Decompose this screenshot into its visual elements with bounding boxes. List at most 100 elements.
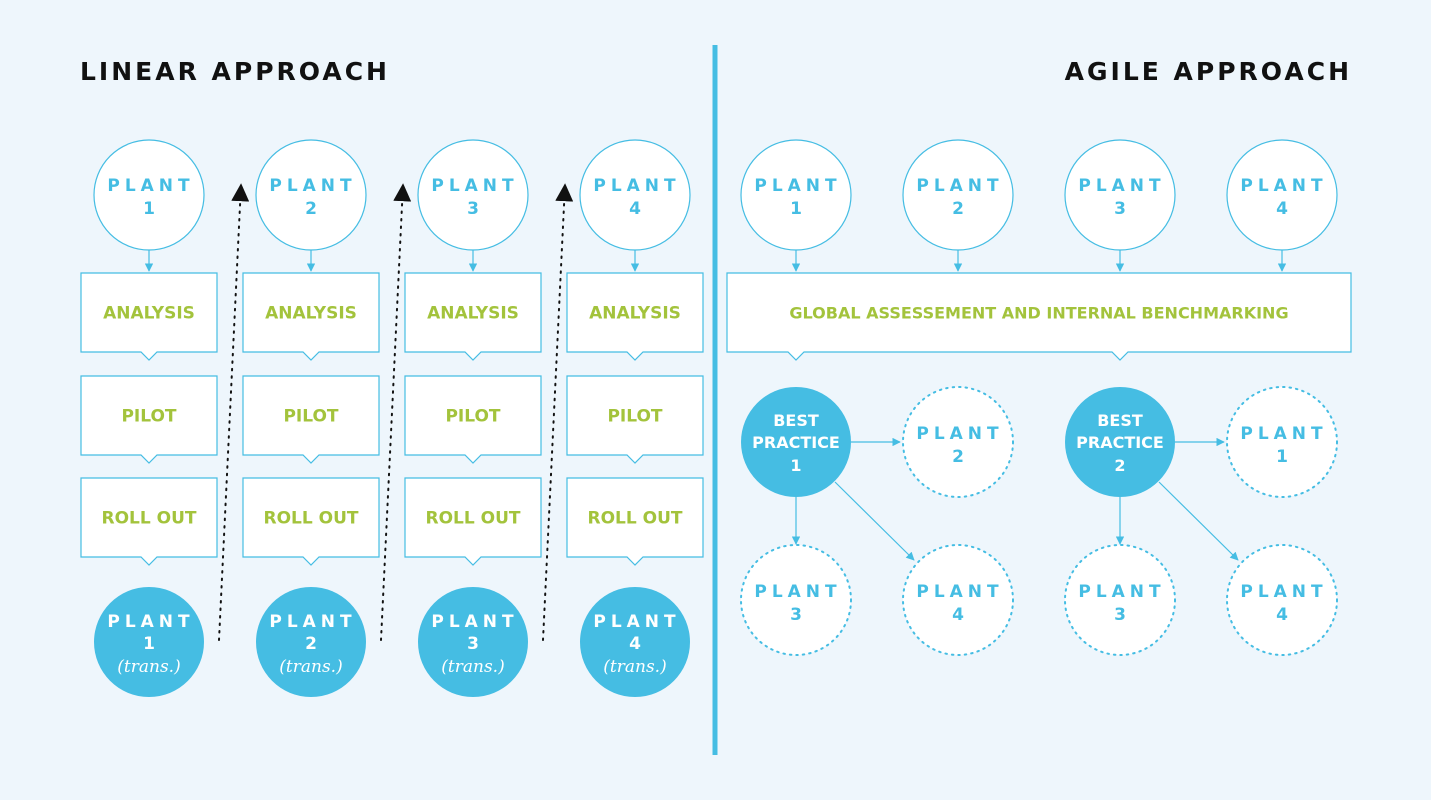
best-practice-cluster-1: BEST PRACTICE 1 PLANT 2 PLANT 3 PLANT 4 — [740, 386, 1014, 656]
plant-label: PLANT — [916, 424, 1003, 444]
next-plant-dotted-arrow — [380, 183, 412, 641]
agile-plant-3: PLANT 3 — [1064, 139, 1176, 272]
plant-number: 3 — [467, 634, 479, 654]
plant-number: 4 — [1276, 199, 1288, 219]
global-assessment-box — [726, 272, 1352, 361]
agile-plant-4: PLANT 4 — [1226, 139, 1338, 272]
pilot-label: PILOT — [283, 407, 338, 427]
next-plant-dotted-arrow — [218, 183, 250, 641]
roll-out-label: ROLL OUT — [588, 509, 683, 529]
plant-number: 1 — [1276, 447, 1288, 467]
transformed-plant-circle — [418, 587, 528, 697]
plant-number: 4 — [629, 199, 641, 219]
plant-label: PLANT — [916, 582, 1003, 602]
target-plant-circle — [902, 386, 1014, 498]
roll-out-label: ROLL OUT — [426, 509, 521, 529]
transformed-plant-circle — [256, 587, 366, 697]
plant-number: 1 — [143, 634, 155, 654]
best-practice-number: 2 — [1114, 456, 1125, 475]
plant-label: PLANT — [754, 582, 841, 602]
plant-label: PLANT — [269, 612, 356, 632]
target-plant-circle — [902, 544, 1014, 656]
target-plant-circle — [1226, 386, 1338, 498]
pilot-box — [242, 375, 380, 464]
best-practice-number: 1 — [790, 456, 801, 475]
transformed-plant-circle — [94, 587, 204, 697]
best-practice-line2: PRACTICE — [752, 433, 840, 452]
plant-number: 1 — [790, 199, 802, 219]
plant-label: PLANT — [593, 612, 680, 632]
pilot-box — [404, 375, 542, 464]
analysis-label: ANALYSIS — [427, 304, 519, 324]
plant-label: PLANT — [431, 176, 518, 196]
analysis-box — [80, 272, 218, 361]
plant-number: 3 — [467, 199, 479, 219]
plant-label: PLANT — [431, 612, 518, 632]
agile-approach-title: AGILE APPROACH — [1065, 57, 1352, 86]
roll-out-box — [80, 477, 218, 566]
best-practice-circle — [1065, 387, 1175, 497]
transformed-plant-circle — [580, 587, 690, 697]
target-plant-circle — [740, 544, 852, 656]
plant-label: PLANT — [916, 176, 1003, 196]
transfer-arrow — [1158, 481, 1239, 561]
roll-out-box — [404, 477, 542, 566]
analysis-label: ANALYSIS — [265, 304, 357, 324]
plant-number: 4 — [629, 634, 641, 654]
best-practice-circle — [741, 387, 851, 497]
pilot-box — [566, 375, 704, 464]
plant-label: PLANT — [1078, 582, 1165, 602]
transformed-label: (trans.) — [279, 657, 342, 677]
plant-number: 4 — [952, 605, 964, 625]
plant-label: PLANT — [269, 176, 356, 196]
roll-out-label: ROLL OUT — [264, 509, 359, 529]
plant-label: PLANT — [107, 176, 194, 196]
best-practice-line1: BEST — [773, 411, 819, 430]
plant-label: PLANT — [1240, 582, 1327, 602]
transformed-label: (trans.) — [117, 657, 180, 677]
plant-label: PLANT — [107, 612, 194, 632]
analysis-label: ANALYSIS — [103, 304, 195, 324]
plant-number: 2 — [952, 199, 964, 219]
best-practice-cluster-2: BEST PRACTICE 2 PLANT 1 PLANT 3 PLANT 4 — [1064, 386, 1338, 656]
pilot-label: PILOT — [445, 407, 500, 427]
roll-out-box — [566, 477, 704, 566]
analysis-box — [404, 272, 542, 361]
plant-label: PLANT — [754, 176, 841, 196]
plant-number: 2 — [305, 199, 317, 219]
plant-label: PLANT — [1240, 176, 1327, 196]
agile-plant-1: PLANT 1 — [740, 139, 852, 272]
plant-number: 3 — [1114, 199, 1126, 219]
agile-plant-2: PLANT 2 — [902, 139, 1014, 272]
plant-number: 3 — [1114, 605, 1126, 625]
pilot-label: PILOT — [607, 407, 662, 427]
plant-number: 1 — [143, 199, 155, 219]
plant-number: 3 — [790, 605, 802, 625]
plant-number: 2 — [305, 634, 317, 654]
plant-number: 4 — [1276, 605, 1288, 625]
best-practice-line2: PRACTICE — [1076, 433, 1164, 452]
global-assessment-label: GLOBAL ASSESSEMENT AND INTERNAL BENCHMAR… — [789, 304, 1288, 323]
linear-approach-title: LINEAR APPROACH — [80, 57, 390, 86]
analysis-box — [566, 272, 704, 361]
agile-approach-flow: PLANT 1 PLANT 2 PLANT 3 PLANT 4 GLOBAL ASSESSEME… — [726, 139, 1352, 656]
plant-label: PLANT — [593, 176, 680, 196]
best-practice-line1: BEST — [1097, 411, 1143, 430]
plant-label: PLANT — [1240, 424, 1327, 444]
plant-number: 2 — [952, 447, 964, 467]
roll-out-label: ROLL OUT — [102, 509, 197, 529]
transformed-label: (trans.) — [441, 657, 504, 677]
transfer-arrow — [834, 481, 915, 561]
plant-label: PLANT — [1078, 176, 1165, 196]
next-plant-dotted-arrow — [542, 183, 574, 641]
analysis-label: ANALYSIS — [589, 304, 681, 324]
target-plant-circle — [1226, 544, 1338, 656]
pilot-label: PILOT — [121, 407, 176, 427]
